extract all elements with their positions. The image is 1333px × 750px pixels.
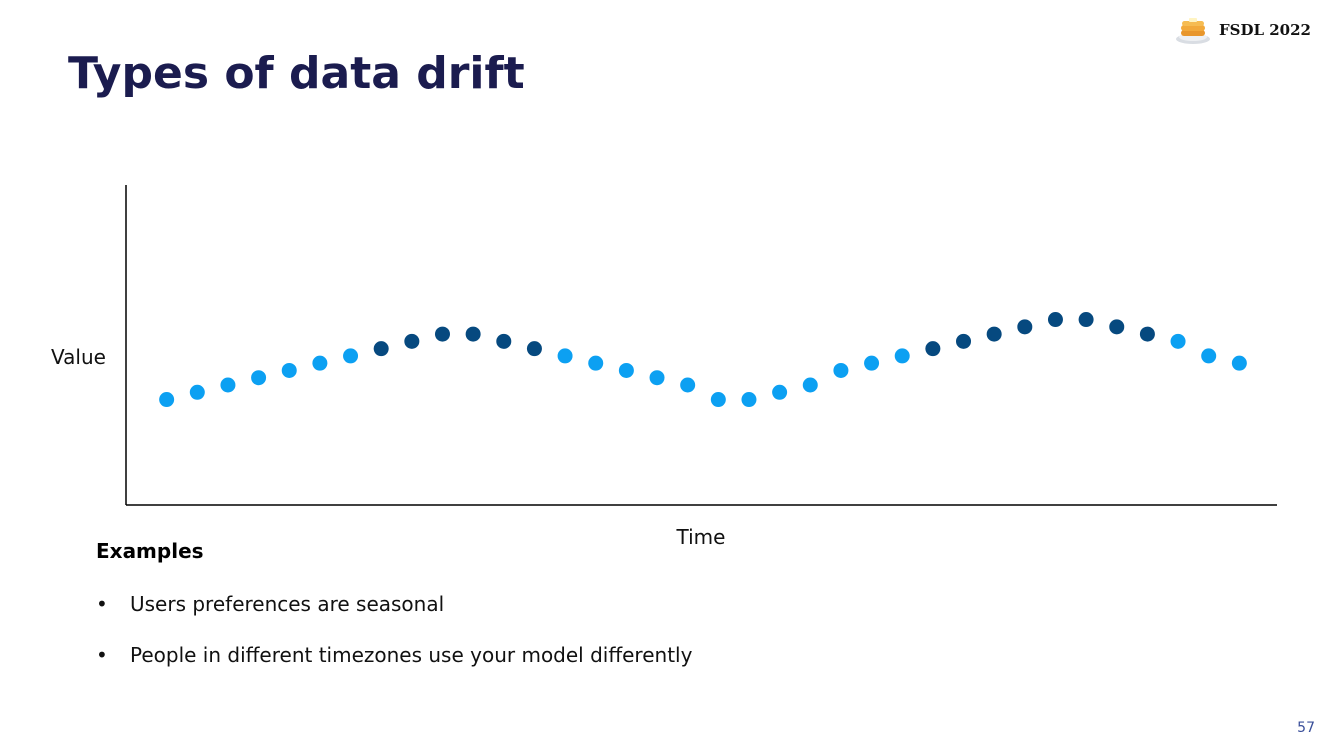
data-point (189, 384, 205, 400)
data-point (925, 341, 941, 357)
data-point (465, 326, 481, 342)
data-point (864, 355, 880, 371)
data-point (1047, 312, 1063, 328)
data-point (894, 348, 910, 364)
data-point (251, 370, 267, 386)
data-point (1109, 319, 1125, 335)
data-point (680, 377, 696, 393)
example-item: • People in different timezones use your… (96, 640, 692, 691)
data-point (343, 348, 359, 364)
y-axis-label: Value (51, 345, 106, 369)
page-number: 57 (1297, 720, 1315, 736)
data-point (588, 355, 604, 371)
bullet-icon: • (96, 643, 108, 667)
data-point (833, 362, 849, 378)
bullet-icon: • (96, 592, 108, 616)
x-axis-label: Time (676, 525, 726, 549)
examples-list: • Users preferences are seasonal • Peopl… (96, 589, 692, 691)
example-text: People in different timezones use your m… (130, 643, 693, 667)
data-point (220, 377, 236, 393)
data-point (1139, 326, 1155, 342)
data-point (956, 333, 972, 349)
data-point (1201, 348, 1217, 364)
data-point (1231, 355, 1247, 371)
data-point (1170, 333, 1186, 349)
data-point (496, 333, 512, 349)
logo-text: FSDL 2022 (1218, 21, 1311, 39)
data-point (434, 326, 450, 342)
data-point (373, 341, 389, 357)
examples-heading: Examples (96, 539, 204, 563)
data-points-group (159, 312, 1247, 408)
data-point (1078, 312, 1094, 328)
data-point (649, 370, 665, 386)
data-point (281, 362, 297, 378)
slide-title: Types of data drift (68, 48, 525, 99)
data-point (557, 348, 573, 364)
data-point (404, 333, 420, 349)
data-point (772, 384, 788, 400)
data-point (618, 362, 634, 378)
data-point (802, 377, 818, 393)
header-logo: FSDL 2022 (1175, 15, 1311, 45)
example-text: Users preferences are seasonal (130, 592, 445, 616)
example-item: • Users preferences are seasonal (96, 589, 692, 640)
data-point (710, 392, 726, 408)
data-point (312, 355, 328, 371)
data-point (1017, 319, 1033, 335)
data-point (741, 392, 757, 408)
data-drift-chart: Value Time (51, 185, 1277, 549)
pancake-stack-icon (1175, 18, 1210, 44)
data-point (159, 392, 175, 408)
data-point (526, 341, 542, 357)
data-point (986, 326, 1002, 342)
